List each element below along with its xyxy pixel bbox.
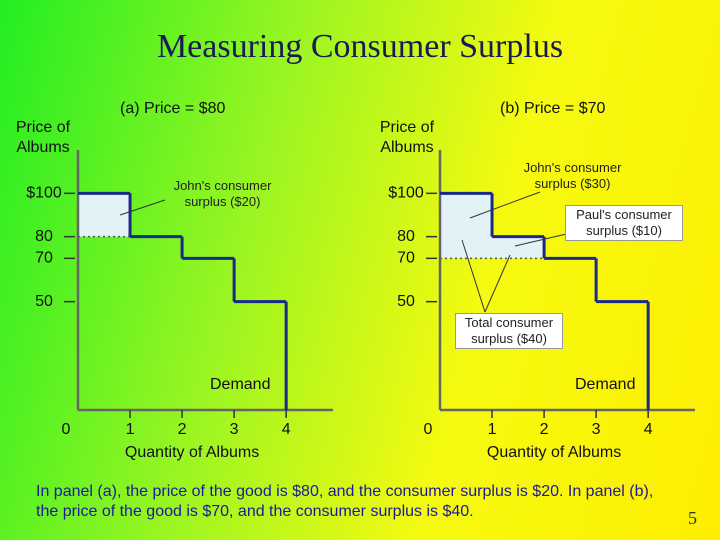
y-tick-label: $100	[388, 185, 424, 202]
panel-title: (b) Price = $70	[500, 100, 606, 117]
annotation: John's consumer surplus ($30)	[523, 160, 622, 191]
panel-title: (a) Price = $80	[120, 100, 226, 117]
callout-line	[461, 239, 486, 313]
x-tick-label: 0	[424, 421, 433, 438]
annotation: John's consumer surplus ($20)	[173, 178, 272, 209]
x-tick-label: 4	[282, 421, 291, 438]
x-tick-label: 3	[592, 421, 601, 438]
y-tick-label: 80	[35, 228, 53, 245]
y-tick-label: $100	[26, 185, 62, 202]
y-tick-label: 80	[397, 228, 415, 245]
x-tick-label: 1	[126, 421, 135, 438]
x-tick-label: 0	[62, 421, 71, 438]
callout-line	[484, 254, 511, 313]
y-axis-label: Price of Albums	[379, 119, 435, 156]
y-axis-label: Price of Albums	[15, 119, 71, 156]
callout-line	[469, 191, 541, 219]
x-tick-label: 2	[540, 421, 549, 438]
y-tick-label: 50	[397, 293, 415, 310]
x-axis-label: Quantity of Albums	[486, 444, 622, 461]
y-tick-label: 50	[35, 293, 53, 310]
y-tick-label: 70	[397, 250, 415, 267]
demand-label: Demand	[575, 376, 635, 393]
demand-label: Demand	[210, 376, 270, 393]
y-tick-label: 70	[35, 250, 53, 267]
x-tick-label: 4	[644, 421, 653, 438]
callout-line	[119, 199, 166, 216]
annotation: Total consumer surplus ($40)	[455, 313, 563, 349]
surplus-area	[440, 193, 493, 259]
surplus-area	[492, 236, 545, 259]
surplus-area	[78, 193, 131, 237]
x-tick-label: 2	[178, 421, 187, 438]
slide-title: Measuring Consumer Surplus	[156, 28, 564, 65]
x-axis-label: Quantity of Albums	[124, 444, 260, 461]
x-tick-label: 1	[488, 421, 497, 438]
page-number: 5	[688, 508, 697, 528]
x-tick-label: 3	[230, 421, 239, 438]
caption: In panel (a), the price of the good is $…	[36, 483, 654, 520]
annotation: Paul's consumer surplus ($10)	[565, 205, 683, 241]
